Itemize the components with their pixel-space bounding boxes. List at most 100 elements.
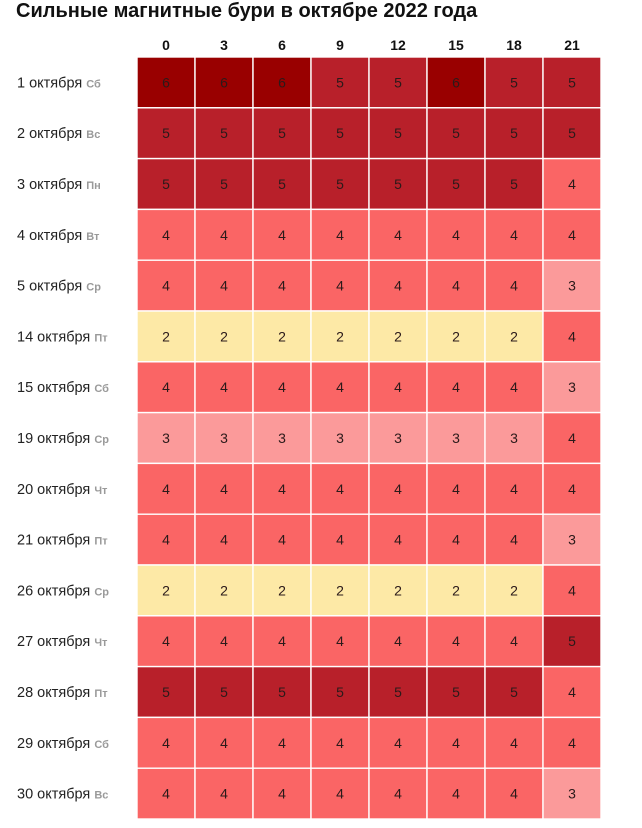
cell-value: 4 [162, 633, 170, 649]
cell-value: 4 [220, 379, 228, 395]
cell-value: 4 [568, 735, 576, 751]
row-weekday: Вт [86, 231, 100, 243]
cell-value: 5 [336, 176, 344, 192]
heatmap-cell [426, 615, 486, 668]
heatmap-cell [136, 259, 196, 312]
heatmap-cell [368, 107, 428, 160]
column-label-9: 9 [336, 37, 344, 53]
heatmap-cell [252, 361, 312, 414]
heatmap-cell [542, 462, 602, 515]
row-weekday: Ср [86, 282, 101, 294]
row-label: 2 октября Вс [17, 126, 100, 142]
cell-value: 4 [278, 786, 286, 802]
cell-value: 4 [162, 379, 170, 395]
cell-value: 4 [278, 227, 286, 243]
cell-value: 4 [568, 684, 576, 700]
cell-value: 5 [510, 125, 518, 141]
cell-value: 2 [278, 582, 286, 598]
column-label-18: 18 [506, 37, 522, 53]
heatmap-cell [542, 411, 602, 465]
cell-value: 5 [220, 684, 228, 700]
cell-value: 4 [568, 176, 576, 192]
cell-value: 4 [278, 532, 286, 548]
heatmap-cell [542, 767, 602, 820]
heatmap-cell [252, 107, 312, 160]
cell-value: 4 [568, 227, 576, 243]
cell-value: 3 [510, 430, 518, 446]
row-date: 1 октября [17, 75, 86, 91]
cell-value: 5 [278, 176, 286, 192]
cell-value: 4 [452, 379, 460, 395]
row-date: 28 октября [17, 685, 94, 701]
cell-value: 5 [510, 176, 518, 192]
cell-value: 6 [278, 74, 286, 90]
column-label-0: 0 [162, 37, 170, 53]
row-weekday: Пт [94, 688, 108, 700]
cell-value: 6 [220, 74, 228, 90]
heatmap-cell [426, 411, 486, 465]
heatmap-cell [368, 259, 428, 312]
cell-value: 4 [510, 379, 518, 395]
cell-value: 2 [162, 328, 170, 344]
heatmap-cell [484, 208, 544, 261]
heatmap-cell [194, 259, 254, 312]
heatmap-cell [484, 767, 544, 820]
cell-value: 4 [452, 735, 460, 751]
heatmap-cell [368, 513, 428, 566]
row-weekday: Пт [94, 332, 108, 344]
row-label: 4 октября Вт [17, 228, 100, 244]
cell-value: 4 [394, 481, 402, 497]
row-date: 2 октября [17, 126, 86, 142]
cell-value: 4 [568, 430, 576, 446]
cell-value: 2 [394, 328, 402, 344]
cell-value: 2 [510, 582, 518, 598]
row-date: 29 октября [17, 736, 94, 752]
cell-value: 5 [162, 684, 170, 700]
heatmap-cell [136, 665, 196, 719]
row-labels: 1 октября Сб 2 октября Вс 3 октября Пн 4 ок… [17, 75, 109, 802]
cell-value: 4 [336, 379, 344, 395]
heatmap-cell [542, 259, 602, 312]
heatmap-cell [136, 513, 196, 566]
cell-value: 4 [162, 735, 170, 751]
heatmap-cell [252, 208, 312, 261]
heatmap-cell [194, 665, 254, 719]
cell-value: 4 [510, 481, 518, 497]
cell-value: 4 [394, 735, 402, 751]
column-label-21: 21 [564, 37, 580, 53]
heatmap-cell [542, 208, 602, 261]
row-date: 27 октября [17, 634, 94, 650]
cell-value: 2 [394, 582, 402, 598]
row-weekday: Чт [94, 637, 108, 649]
cell-value: 4 [220, 278, 228, 294]
heatmap-cell [542, 56, 602, 109]
cell-value: 4 [394, 227, 402, 243]
cell-value: 4 [162, 227, 170, 243]
heatmap-cell [136, 208, 196, 261]
heatmap-cell [484, 615, 544, 668]
cell-value: 4 [220, 786, 228, 802]
heatmap-cell [310, 767, 370, 820]
cell-value: 3 [336, 430, 344, 446]
heatmap-cell [252, 157, 312, 211]
row-label: 26 октября Ср [17, 583, 109, 599]
heatmap-cell [194, 361, 254, 414]
row-date: 4 октября [17, 228, 86, 244]
cell-value: 5 [220, 176, 228, 192]
heatmap-cell [426, 56, 486, 109]
heatmap-cell [426, 310, 486, 363]
cell-value: 4 [336, 532, 344, 548]
row-weekday: Пт [94, 536, 108, 548]
heatmap-cell [542, 157, 602, 211]
row-weekday: Вс [94, 790, 108, 802]
heatmap-cell [252, 462, 312, 515]
heatmap-cell [484, 259, 544, 312]
row-weekday: Сб [94, 739, 109, 751]
heatmap-cell [194, 767, 254, 820]
heatmap-cell [542, 310, 602, 363]
row-date: 19 октября [17, 431, 94, 447]
cell-value: 3 [568, 278, 576, 294]
cell-value: 4 [162, 278, 170, 294]
cell-value: 4 [336, 278, 344, 294]
cell-value: 5 [394, 684, 402, 700]
